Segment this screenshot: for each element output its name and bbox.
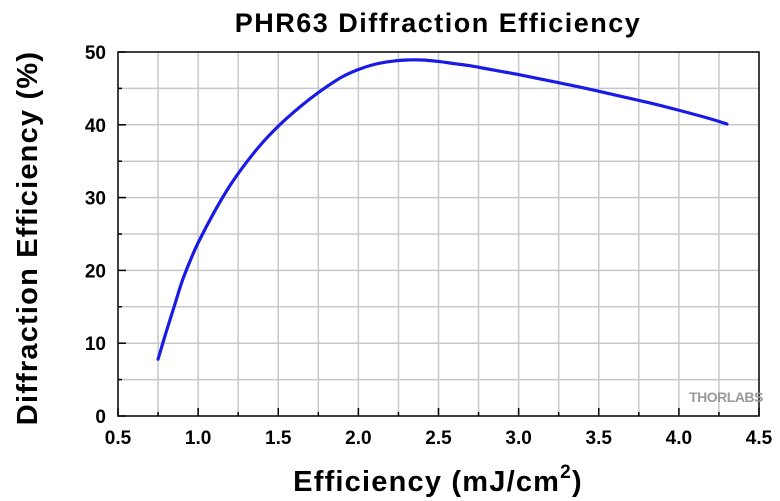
y-tick-label: 30 bbox=[85, 189, 106, 210]
x-axis-label-text: Efficiency (mJ/cm bbox=[293, 466, 560, 498]
x-axis-label-suffix: ) bbox=[572, 466, 583, 498]
y-tick-label: 20 bbox=[85, 261, 106, 282]
y-tick-label: 50 bbox=[85, 43, 106, 64]
x-tick-labels: 0.5 1.0 1.5 2.0 2.5 3.0 3.5 4.0 4.5 bbox=[105, 428, 773, 449]
x-tick-label: 1.5 bbox=[265, 428, 292, 449]
chart-title: PHR63 Diffraction Efficiency bbox=[235, 8, 642, 38]
y-tick-label: 0 bbox=[95, 407, 106, 428]
y-tick-label: 10 bbox=[85, 334, 106, 355]
thorlabs-watermark: THORLABS bbox=[689, 389, 763, 405]
x-tick-label: 2.5 bbox=[425, 428, 452, 449]
x-tick-label: 1.0 bbox=[185, 428, 211, 449]
y-tick-labels: 0 10 20 30 40 50 bbox=[85, 43, 106, 428]
grid bbox=[118, 52, 759, 416]
x-axis-label-superscript: 2 bbox=[560, 462, 572, 483]
series-line bbox=[156, 58, 729, 361]
x-tick-label: 0.5 bbox=[105, 428, 132, 449]
y-tick-label: 40 bbox=[85, 116, 106, 137]
x-tick-label: 3.5 bbox=[586, 428, 613, 449]
x-axis-label: Efficiency (mJ/cm2) bbox=[293, 462, 583, 498]
x-tick-label: 4.5 bbox=[746, 428, 773, 449]
x-tick-label: 3.0 bbox=[505, 428, 531, 449]
y-axis-label: Diffraction Efficiency (%) bbox=[12, 51, 44, 425]
x-tick-label: 2.0 bbox=[345, 428, 371, 449]
axis-ticks bbox=[117, 51, 760, 417]
x-tick-label: 4.0 bbox=[666, 428, 692, 449]
